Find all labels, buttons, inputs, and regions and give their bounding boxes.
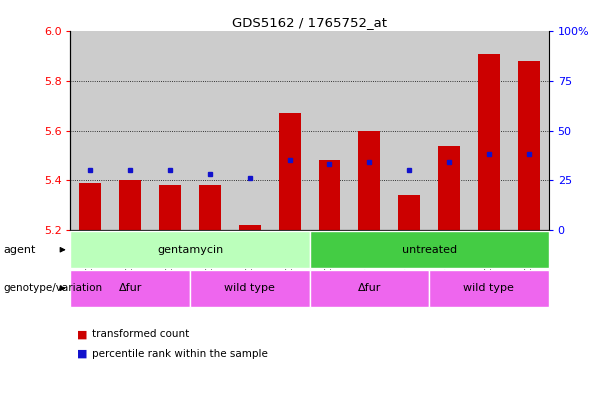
Text: untreated: untreated — [402, 245, 457, 255]
Bar — [359, 130, 380, 230]
Text: transformed count: transformed count — [92, 329, 189, 340]
Bar — [349, 31, 389, 230]
Bar — [120, 180, 141, 230]
Bar — [509, 31, 549, 230]
Bar — [110, 31, 150, 230]
Text: Δfur: Δfur — [118, 283, 142, 293]
Bar — [230, 31, 270, 230]
Text: wild type: wild type — [463, 283, 514, 293]
Text: agent: agent — [3, 245, 36, 255]
Bar — [319, 160, 340, 230]
Bar — [389, 31, 429, 230]
Text: ■: ■ — [77, 329, 87, 340]
Text: ■: ■ — [77, 349, 87, 359]
Text: genotype/variation: genotype/variation — [3, 283, 102, 293]
Text: wild type: wild type — [224, 283, 275, 293]
Bar — [150, 31, 190, 230]
Text: gentamycin: gentamycin — [157, 245, 223, 255]
Bar — [159, 185, 181, 230]
Bar — [199, 185, 221, 230]
Bar — [438, 145, 460, 230]
Bar — [398, 195, 420, 230]
Bar — [190, 31, 230, 230]
Bar — [518, 61, 539, 230]
Bar — [239, 225, 261, 230]
Bar — [70, 31, 110, 230]
Bar — [80, 183, 101, 230]
Title: GDS5162 / 1765752_at: GDS5162 / 1765752_at — [232, 16, 387, 29]
Text: percentile rank within the sample: percentile rank within the sample — [92, 349, 268, 359]
Bar — [270, 31, 310, 230]
Bar — [478, 54, 500, 230]
Bar — [279, 113, 300, 230]
Bar — [469, 31, 509, 230]
Text: Δfur: Δfur — [357, 283, 381, 293]
Bar — [429, 31, 469, 230]
Bar — [310, 31, 349, 230]
